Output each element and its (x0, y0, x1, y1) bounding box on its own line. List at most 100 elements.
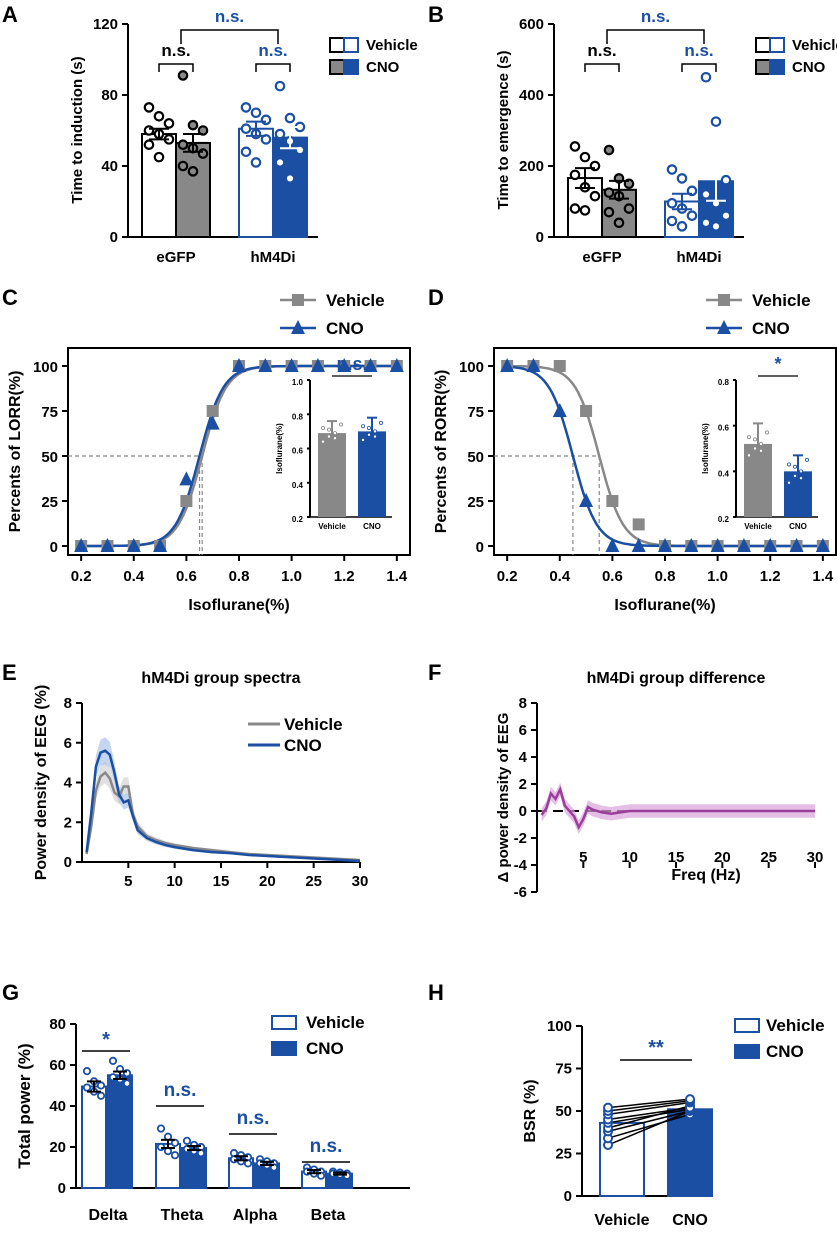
data-point-cno (232, 358, 246, 372)
data-point (82, 1067, 92, 1076)
legend-swatch-cno-egfp (329, 59, 345, 75)
y-tick-label: 200 (519, 158, 544, 175)
x-tick-label: hM4Di (251, 249, 296, 266)
panel-label-g: G (2, 980, 19, 1005)
data-point-cno (631, 538, 646, 552)
y-tick-label: 40 (49, 1098, 66, 1115)
panel-label-h: H (428, 980, 444, 1005)
chart-e: hM4Di group spectra 0 2 4 6 8 5 10 15 20 25 30 Power… (33, 670, 368, 890)
data-point (122, 1079, 132, 1088)
data-point-cno (526, 358, 541, 372)
x-tick-label: 0.4 (549, 568, 571, 585)
data-point-cno (126, 538, 141, 552)
data-point (720, 210, 732, 221)
data-point (569, 169, 581, 181)
data-point (143, 139, 155, 150)
fit-curve-cno (81, 364, 397, 548)
y-tick-label: 0.2 (718, 515, 730, 524)
data-point-cno (605, 538, 620, 552)
inset-data-point (787, 480, 792, 485)
sem-band-vehicle (86, 761, 360, 861)
x-tick-label: 0.8 (655, 568, 676, 585)
legend-label-vehicle: Vehicle (306, 1013, 365, 1032)
paired-line (607, 1110, 691, 1133)
data-point (700, 189, 712, 200)
y-tick-label: 0.4 (292, 481, 304, 490)
y-tick-label: 2 (519, 776, 527, 793)
data-point (182, 1136, 192, 1145)
paired-line (607, 1100, 691, 1112)
inset-data-point (360, 424, 365, 429)
data-point (569, 203, 581, 214)
fit-curve-vehicle (507, 364, 823, 548)
data-point (710, 221, 722, 232)
chart-title: hM4Di group spectra (141, 670, 300, 687)
y-tick-label: 0 (564, 1188, 572, 1205)
inset-x-tick-label: Vehicle (744, 522, 772, 531)
legend-swatch-vehicle-egfp (329, 37, 345, 53)
y-tick-label: 25 (41, 494, 58, 511)
y-tick-label: 100 (459, 359, 484, 376)
inset-data-point (320, 425, 325, 430)
y-tick-label: 50 (467, 449, 484, 466)
significance-bracket (584, 63, 620, 72)
inset-significance-label: n.s. (336, 354, 367, 374)
y-tick-label: 0 (50, 539, 58, 556)
x-tick-label: Vehicle (594, 1212, 649, 1229)
fit-curve-vehicle (81, 364, 397, 548)
data-point (96, 1091, 106, 1100)
data-point-cno (389, 358, 404, 372)
y-tick-label: 6 (519, 722, 527, 739)
y-tick-label: 1.0 (292, 378, 304, 387)
y-tick-label: 0.8 (292, 412, 304, 421)
significance-label: n.s. (310, 1136, 343, 1157)
significance-label: n.s. (215, 7, 244, 26)
x-tick-label: 0.2 (497, 568, 518, 585)
y-tick-label: 400 (519, 87, 544, 104)
chart-title: hM4Di group difference (587, 670, 766, 687)
x-tick-label: 0.6 (176, 568, 197, 585)
y-tick-label: 0 (110, 229, 118, 246)
inset-data-point (332, 436, 337, 441)
inset-data-point (793, 464, 798, 469)
y-axis-label: BSR (%) (522, 1079, 539, 1142)
data-point (579, 151, 591, 163)
y-tick-label: 75 (41, 404, 58, 421)
inset-bar-vehicle (318, 433, 346, 517)
bar-delta-cno (107, 1074, 133, 1189)
x-tick-label: 1.2 (760, 568, 781, 585)
inset-x-tick-label: CNO (789, 522, 807, 531)
y-tick-label: 20 (49, 1139, 66, 1156)
data-point (700, 71, 712, 83)
data-point (143, 125, 155, 136)
inset-data-point (320, 439, 325, 444)
significance-bracket (255, 63, 291, 72)
data-point (143, 102, 155, 113)
data-point (177, 160, 189, 172)
data-point-cno (363, 358, 378, 372)
paired-line (607, 1113, 691, 1139)
significance-label: ** (648, 1037, 664, 1059)
x-tick-label: 0.8 (229, 568, 250, 585)
bar-cno (667, 1108, 713, 1198)
y-tick-label: 0 (58, 1180, 66, 1197)
y-tick-label: 4 (64, 775, 73, 792)
chart-b: 0 200 400 600 Time to emergence (s) eGFP hM4Di… (495, 7, 837, 266)
data-point (153, 151, 165, 163)
data-point-cno (337, 358, 352, 372)
data-point (260, 114, 272, 126)
paired-line (607, 1101, 691, 1116)
x-tick-label: eGFP (156, 249, 195, 266)
x-tick-label: 20 (259, 873, 276, 890)
sem-band-cno (86, 737, 360, 862)
chart-a: 0 40 80 120 Time to induction (s) eGFP hM4Di n.… (69, 7, 418, 266)
y-tick-label: 0.2 (292, 515, 304, 524)
legend-label-vehicle: Vehicle (284, 715, 343, 734)
x-tick-label: 10 (621, 849, 638, 866)
y-tick-label: -4 (514, 857, 528, 874)
y-tick-label: 80 (49, 1016, 66, 1033)
data-point (623, 203, 635, 214)
y-axis-label: Isoflurane(%) (275, 423, 284, 474)
data-point-cno (552, 403, 567, 417)
significance-bracket (681, 63, 717, 72)
